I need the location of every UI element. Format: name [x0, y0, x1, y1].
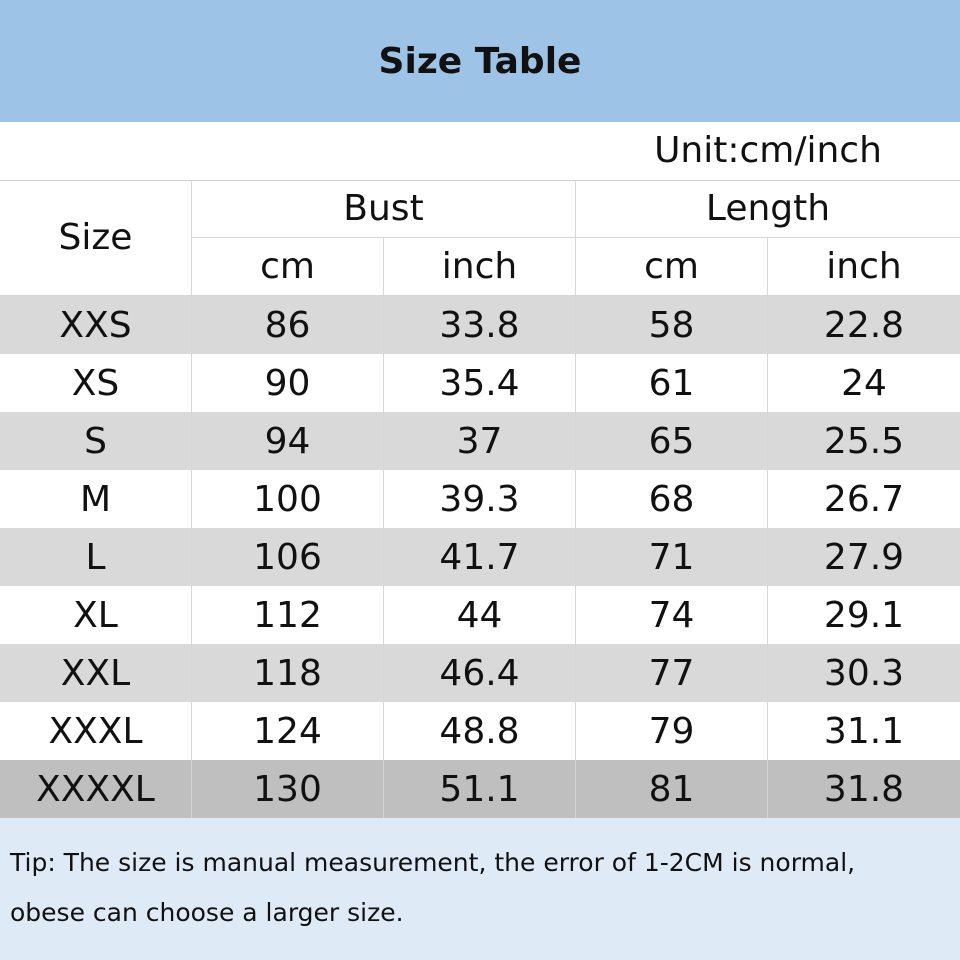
cell-bust-inch: 33.8: [384, 296, 576, 354]
cell-length-cm: 77: [576, 644, 768, 702]
header-bust-cm: cm: [192, 238, 384, 296]
table-row: XXXXL 130 51.1 81 31.8: [0, 760, 960, 818]
table-row: L 106 41.7 71 27.9: [0, 528, 960, 586]
cell-size: XL: [0, 586, 192, 644]
cell-size: S: [0, 412, 192, 470]
unit-label: Unit:cm/inch: [654, 130, 882, 171]
cell-size: L: [0, 528, 192, 586]
cell-size: XXS: [0, 296, 192, 354]
header-size: Size: [0, 180, 192, 296]
cell-bust-inch: 37: [384, 412, 576, 470]
cell-bust-inch: 51.1: [384, 760, 576, 818]
table-row: XXL 118 46.4 77 30.3: [0, 644, 960, 702]
cell-length-inch: 29.1: [823, 594, 905, 636]
cell-bust-cm: 90: [192, 354, 384, 412]
cell-length-cm: 68: [576, 470, 768, 528]
cell-length-inch: 31.1: [823, 710, 905, 752]
cell-length-inch: 26.7: [823, 478, 905, 520]
cell-bust-inch: 46.4: [384, 644, 576, 702]
cell-bust-cm: 94: [192, 412, 384, 470]
cell-length-cm: 71: [576, 528, 768, 586]
cell-length-cm: 58: [576, 296, 768, 354]
tip-line-1: Tip: The size is manual measurement, the…: [10, 848, 856, 877]
cell-length-cm: 79: [576, 702, 768, 760]
cell-length-inch: 25.5: [823, 420, 905, 462]
cell-length-cm: 65: [576, 412, 768, 470]
cell-length-inch: 31.8: [823, 768, 905, 810]
tip-box: Tip: The size is manual measurement, the…: [0, 818, 960, 960]
tip-line-2: obese can choose a larger size.: [10, 898, 404, 927]
cell-bust-cm: 86: [192, 296, 384, 354]
cell-length-cm: 61: [576, 354, 768, 412]
cell-bust-cm: 124: [192, 702, 384, 760]
table-row: XXXL 124 48.8 79 31.1: [0, 702, 960, 760]
header-length: Length: [576, 180, 960, 238]
cell-length-inch: 27.9: [823, 536, 905, 578]
cell-length-cm: 81: [576, 760, 768, 818]
cell-length-inch: 22.8: [823, 304, 905, 346]
cell-bust-cm: 130: [192, 760, 384, 818]
cell-bust-cm: 112: [192, 586, 384, 644]
cell-bust-inch: 35.4: [384, 354, 576, 412]
header-length-cm: cm: [576, 238, 768, 296]
cell-size: XXXXL: [0, 760, 192, 818]
cell-bust-inch: 41.7: [384, 528, 576, 586]
cell-size: M: [0, 470, 192, 528]
cell-length-inch: 30.3: [823, 652, 905, 694]
cell-length-cm: 74: [576, 586, 768, 644]
cell-bust-inch: 44: [384, 586, 576, 644]
unit-row: Unit:cm/inch: [0, 122, 960, 181]
table-row: M 100 39.3 68 26.7: [0, 470, 960, 528]
header-bust: Bust: [192, 180, 576, 238]
table-row: XS 90 35.4 61 24: [0, 354, 960, 412]
cell-bust-inch: 48.8: [384, 702, 576, 760]
cell-length-inch: 24: [841, 362, 887, 404]
cell-bust-inch: 39.3: [384, 470, 576, 528]
header-length-inch: inch: [768, 238, 960, 296]
table-row: S 94 37 65 25.5: [0, 412, 960, 470]
cell-bust-cm: 106: [192, 528, 384, 586]
table-row: XL 112 44 74 29.1: [0, 586, 960, 644]
cell-size: XXXL: [0, 702, 192, 760]
cell-size: XS: [0, 354, 192, 412]
header-bust-inch: inch: [384, 238, 576, 296]
table-title: Size Table: [0, 0, 960, 122]
cell-bust-cm: 118: [192, 644, 384, 702]
cell-bust-cm: 100: [192, 470, 384, 528]
cell-size: XXL: [0, 644, 192, 702]
table-row: XXS 86 33.8 58 22.8: [0, 296, 960, 354]
